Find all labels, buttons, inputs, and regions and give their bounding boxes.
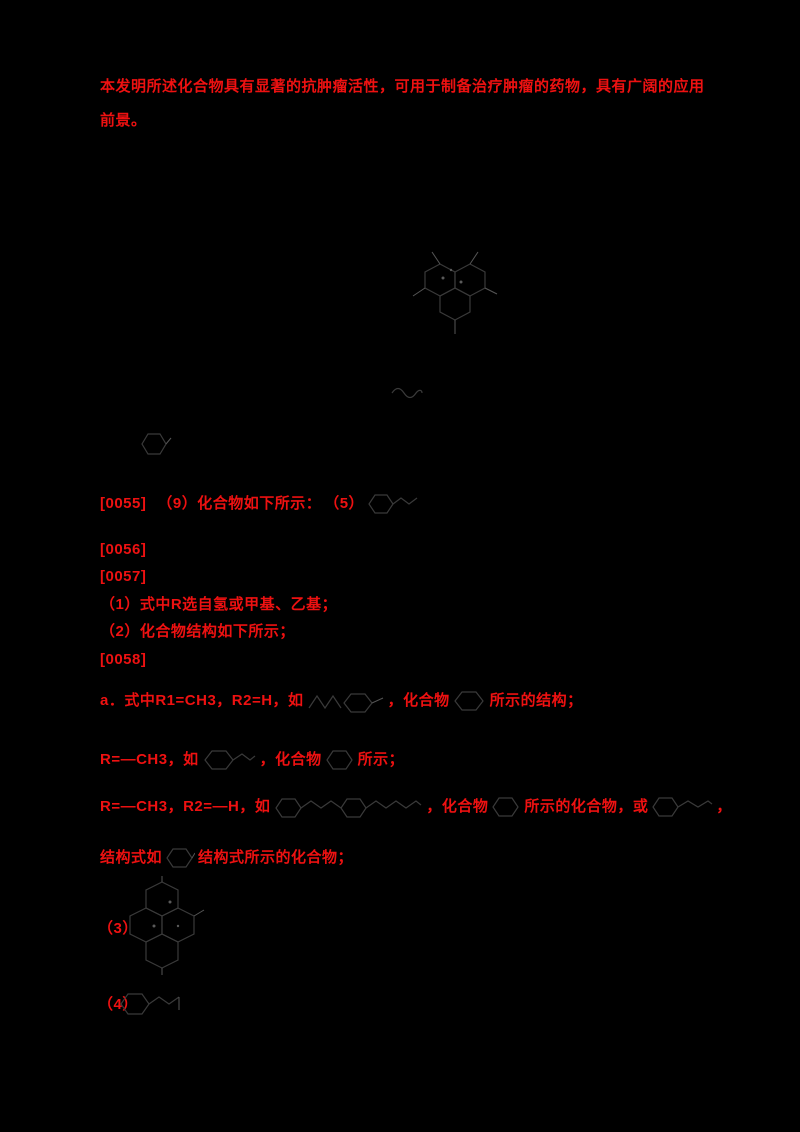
inline-structure-a1: [308, 693, 383, 713]
paragraph-0056: [0056]: [100, 541, 147, 558]
line-c-text4: ，: [716, 798, 732, 815]
list-item-3-label: （3）: [98, 920, 138, 937]
line-b-text3: 所示；: [357, 751, 405, 768]
inline-structure-c1: [275, 798, 422, 818]
paragraph-number: [0055]: [100, 495, 147, 512]
line-c-text1: R=—CH3，R2=—H，如: [100, 798, 271, 815]
line-d-text2: 结构式所示的化合物；: [198, 849, 354, 866]
line-d-text1: 结构式如: [100, 849, 163, 866]
inline-structure-b2: [325, 750, 353, 770]
list-item-1: （1）式中R选自氢或甲基、乙基；: [100, 596, 338, 613]
inline-structure-a2: [453, 691, 484, 711]
paragraph-text: （9）化合物如下所示：: [157, 495, 322, 512]
compound-label: （5）: [324, 495, 365, 512]
line-a-text1: a．式中R1=CH3，R2=H，如: [100, 692, 304, 709]
chemical-structure-main: [412, 251, 498, 334]
inline-structure-b1: [203, 750, 255, 770]
compound-line-c: R=—CH3，R2=—H，如 ，化合物 所示的化合物，或 ，: [100, 792, 732, 822]
line-c-text3: 所示的化合物，或: [524, 798, 649, 815]
line-c-text2: ，化合物: [426, 798, 489, 815]
paragraph-0058: [0058]: [100, 651, 147, 668]
compound-line-b: R=—CH3，如 ，化合物 所示；: [100, 746, 404, 774]
intro-text-line2: 前景。: [100, 112, 147, 129]
line-a-text2: ，化合物: [387, 692, 450, 709]
structure-compound-4: [120, 993, 180, 1015]
line-a-text3: 所示的结构；: [489, 692, 583, 709]
inline-structure-d1: [166, 848, 196, 868]
paragraph-0057: [0057]: [100, 568, 147, 585]
structure-compound-3: [129, 876, 205, 975]
list-item-2: （2）化合物结构如下所示；: [100, 623, 295, 640]
compound-line-d: 结构式如 结构式所示的化合物；: [100, 845, 353, 871]
intro-text-line1: 本发明所述化合物具有显著的抗肿瘤活性，可用于制备治疗肿瘤的药物，具有广阔的应用: [100, 78, 705, 95]
wavy-bond-icon: [391, 387, 423, 399]
compound-line-a: a．式中R1=CH3，R2=H，如 ，化合物 所示的结构；: [100, 686, 583, 716]
list-item-4-label: （4）: [98, 996, 138, 1013]
inline-structure-c2: [492, 797, 520, 817]
line-b-text1: R=—CH3，如: [100, 751, 199, 768]
inline-structure-5: [368, 494, 418, 514]
line-b-text2: ，化合物: [259, 751, 322, 768]
small-ring-fragment: [141, 433, 172, 455]
paragraph-0055: [0055] （9）化合物如下所示： （5）: [100, 489, 419, 519]
inline-structure-c3: [652, 797, 713, 817]
